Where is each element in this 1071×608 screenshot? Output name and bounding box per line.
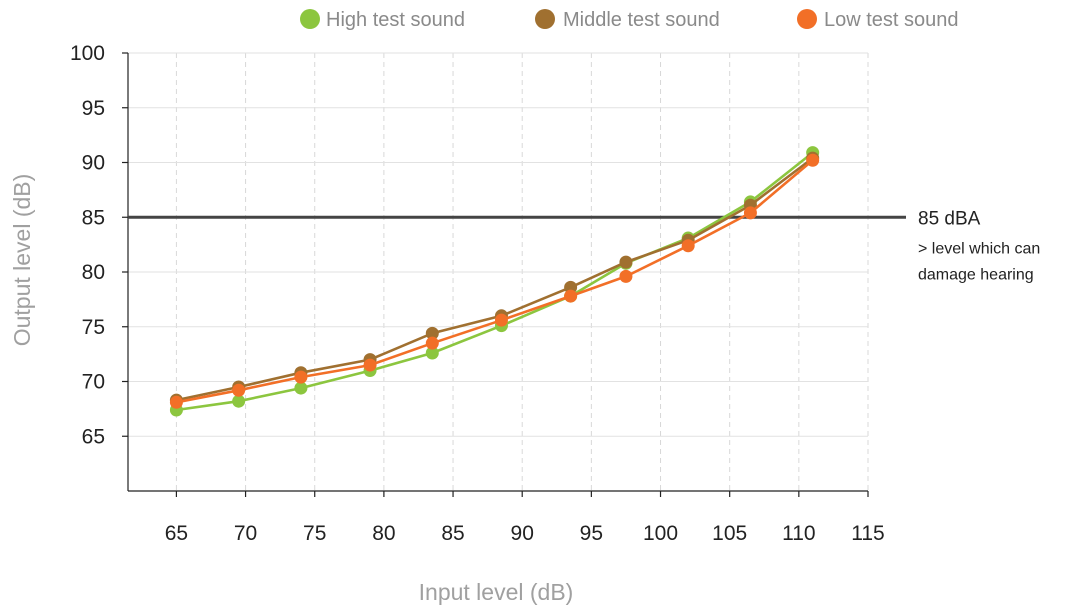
axes: 65 70 75 80 85 90 95 100 105 110 115 65 70 75 80 85 90 95… <box>70 42 885 545</box>
legend-label: Middle test sound <box>563 9 720 31</box>
data-point <box>425 346 439 360</box>
data-point <box>425 326 439 340</box>
x-tick-label: 70 <box>234 522 257 545</box>
data-point <box>494 313 508 327</box>
legend-marker <box>300 9 320 29</box>
x-tick-label: 75 <box>303 522 326 545</box>
data-point <box>169 395 183 409</box>
data-point <box>294 381 308 395</box>
y-tick-label: 85 <box>82 206 105 229</box>
data-point <box>619 269 633 283</box>
series-line-1 <box>176 151 814 412</box>
x-axis-title: Input level (dB) <box>419 579 574 605</box>
y-tick-label: 75 <box>82 316 105 339</box>
x-tick-label: 105 <box>712 522 747 545</box>
x-tick-label: 110 <box>782 522 815 545</box>
threshold-label: 85 dBA <box>918 208 981 229</box>
x-tick-label: 65 <box>165 522 188 545</box>
series-line-2 <box>176 157 814 402</box>
data-point <box>564 289 578 303</box>
y-tick-label: 90 <box>82 152 105 175</box>
threshold-note-line-1: > level which can <box>918 240 1040 257</box>
data-point <box>232 383 246 397</box>
legend-label: Low test sound <box>824 9 959 31</box>
y-axis-title: Output level (dB) <box>9 174 35 347</box>
legend: High test sound Middle test sound Low test… <box>300 9 959 31</box>
reference-line-group: 85 dBA > level which can damage hearing <box>128 208 1040 283</box>
y-tick-label: 65 <box>82 425 105 448</box>
y-tick-label: 80 <box>82 261 105 284</box>
series-line-3 <box>176 159 814 404</box>
data-point <box>232 394 246 408</box>
data-point <box>743 206 757 220</box>
legend-marker <box>535 9 555 29</box>
data-point <box>806 153 820 167</box>
x-tick-label: 85 <box>441 522 464 545</box>
x-tick-label: 80 <box>372 522 395 545</box>
y-tick-label: 70 <box>82 371 105 394</box>
data-point <box>294 370 308 384</box>
threshold-note-line-2: damage hearing <box>918 266 1034 283</box>
x-tick-label: 90 <box>511 522 534 545</box>
legend-label: High test sound <box>326 9 465 31</box>
y-tick-label: 100 <box>70 42 105 65</box>
x-tick-label: 100 <box>643 522 678 545</box>
data-point <box>363 358 377 372</box>
x-tick-label: 115 <box>851 522 884 545</box>
y-tick-label: 95 <box>82 97 105 120</box>
legend-marker <box>797 9 817 29</box>
data-point <box>681 239 695 253</box>
series-group <box>169 146 820 417</box>
data-point <box>619 255 633 269</box>
grid <box>128 52 869 491</box>
x-tick-label: 95 <box>580 522 603 545</box>
data-point <box>425 336 439 350</box>
